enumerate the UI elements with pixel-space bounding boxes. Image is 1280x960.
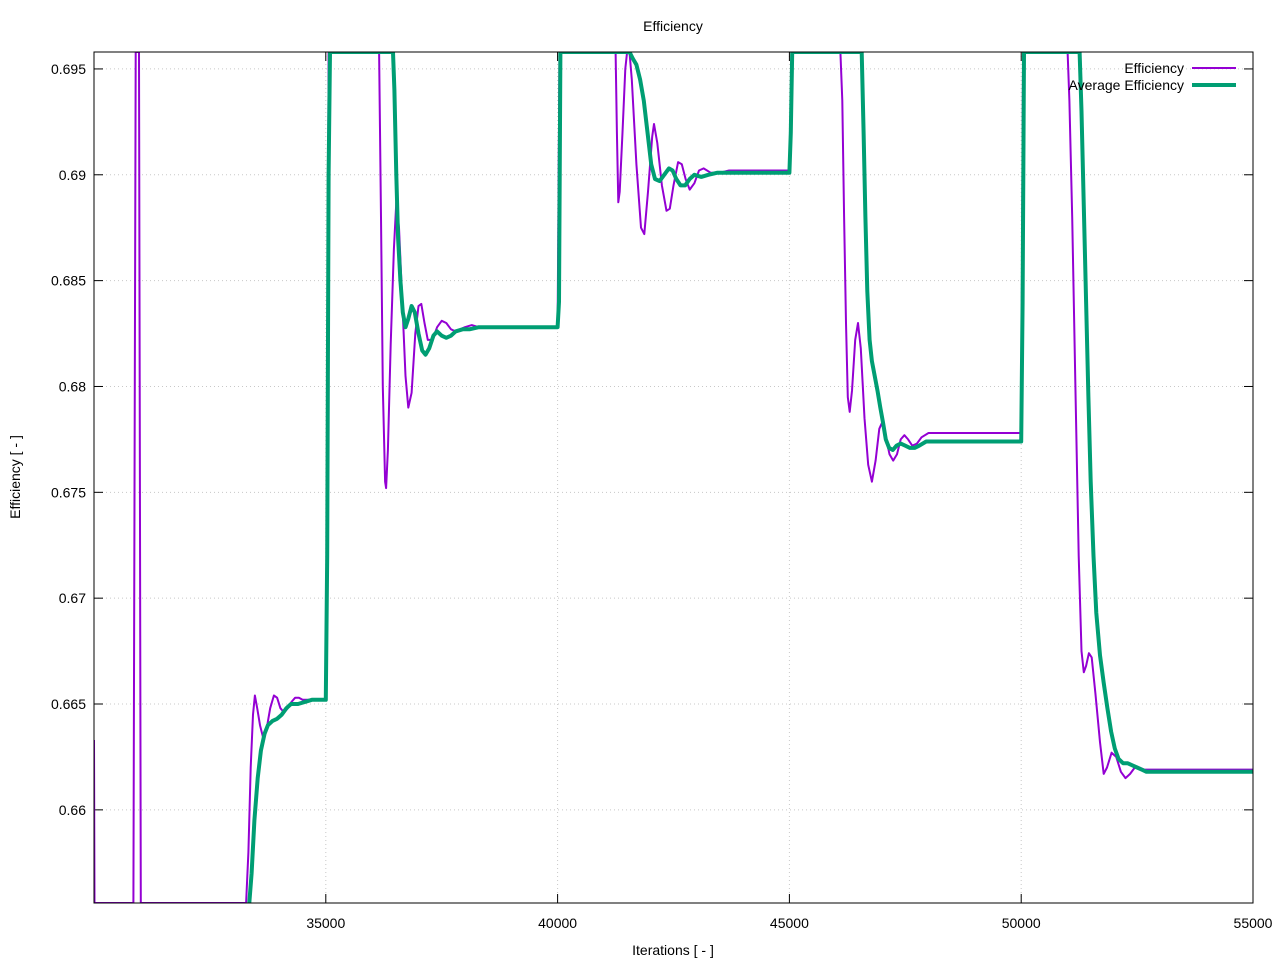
plot-border	[93, 51, 1254, 904]
y-tick-label: 0.665	[51, 696, 86, 712]
legend-label: Average Efficiency	[1069, 77, 1184, 93]
y-tick-label: 0.695	[51, 61, 86, 77]
x-tick-label: 50000	[1002, 915, 1041, 931]
y-tick-label: 0.685	[51, 273, 86, 289]
y-tick-label: 0.69	[59, 167, 86, 183]
axis-ticks: 35000 40000 45000 50000 55000 0.66 0.665 0.67 0.…	[51, 52, 1273, 931]
series-line-1	[94, 52, 1253, 903]
x-tick-label: 55000	[1234, 915, 1273, 931]
x-axis-title: Iterations [ - ]	[632, 942, 714, 958]
legend-label: Efficiency	[1124, 60, 1184, 76]
y-tick-label: 0.67	[59, 590, 86, 606]
x-tick-label: 45000	[770, 915, 809, 931]
y-tick-label: 0.68	[59, 378, 86, 394]
y-tick-label: 0.66	[59, 802, 86, 818]
y-axis-title: Efficiency [ - ]	[7, 435, 23, 519]
chart-title: Efficiency	[643, 18, 703, 34]
series-line-2	[247, 52, 1253, 903]
x-tick-label: 35000	[306, 915, 345, 931]
plot-series	[94, 52, 1253, 903]
y-tick-label: 0.675	[51, 484, 86, 500]
x-tick-label: 40000	[538, 915, 577, 931]
